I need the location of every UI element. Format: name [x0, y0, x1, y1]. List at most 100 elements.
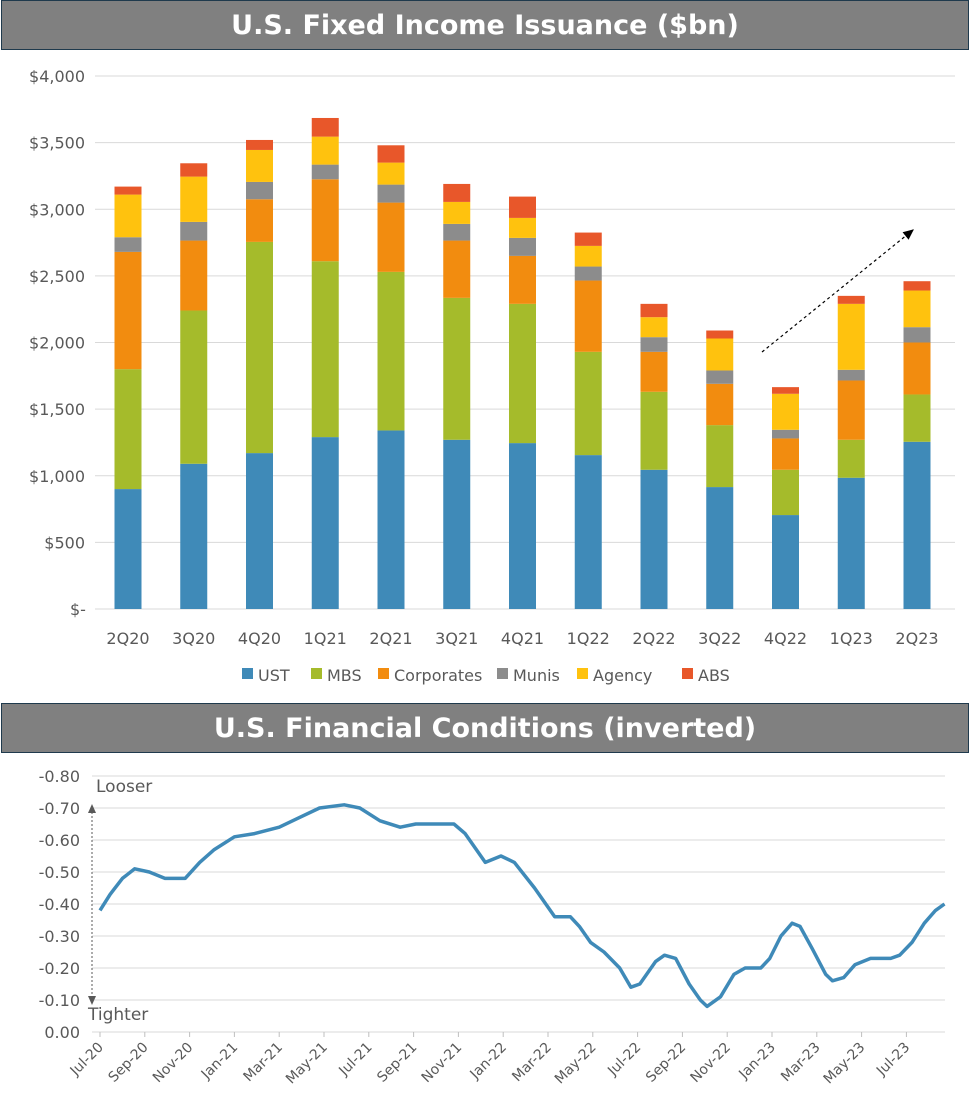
- x-tick-label: Jul-23: [873, 1040, 913, 1080]
- y-tick-label: $4,000: [29, 67, 85, 86]
- bar-corporates-1Q21: [311, 179, 339, 262]
- bar-mbs-4Q21: [509, 303, 536, 444]
- bar-ust-2Q23: [903, 441, 931, 609]
- x-tick-label: Sep-21: [374, 1040, 420, 1086]
- bar-munis-1Q23: [837, 369, 865, 381]
- bar-munis-4Q21: [509, 237, 536, 256]
- x-tick-label: Mar-22: [509, 1040, 555, 1086]
- financial-conditions-line-chart: 0.00 -0.10 -0.20 -0.30 -0.40 -0.50 -0.60 -0.70 -…: [39, 767, 946, 1088]
- bar-abs-3Q22: [706, 330, 734, 339]
- x-tick-label: Nov-22: [687, 1040, 734, 1087]
- up-arrow-icon: [88, 804, 96, 813]
- bar-mbs-2Q23: [903, 394, 931, 442]
- y-tick-label: $1,000: [29, 467, 85, 486]
- bar-ust-1Q23: [837, 477, 865, 609]
- bar-mbs-2Q20: [114, 369, 142, 490]
- x-tick-label: Jan-23: [735, 1040, 778, 1083]
- legend-swatch-corporates: [378, 668, 389, 679]
- bar-mbs-3Q21: [443, 297, 471, 440]
- bar-munis-2Q23: [903, 327, 931, 343]
- bar-abs-2Q23: [903, 281, 931, 291]
- x-tick-label: Nov-21: [419, 1040, 466, 1087]
- y-tick-label: 0.00: [44, 1023, 80, 1042]
- bar-mbs-4Q22: [772, 469, 799, 516]
- x-tick-label: May-22: [552, 1040, 600, 1088]
- bar-abs-4Q20: [246, 139, 273, 150]
- issuance-chart-title: U.S. Fixed Income Issuance ($bn): [1, 0, 969, 50]
- x-tick-label: Jul-20: [67, 1040, 107, 1080]
- legend-label-corporates: Corporates: [394, 666, 482, 685]
- financial-conditions-chart-title: U.S. Financial Conditions (inverted): [1, 703, 969, 753]
- y-tick-label: $-: [70, 600, 86, 619]
- bar-mbs-2Q22: [640, 391, 668, 470]
- bar-agency-2Q22: [640, 317, 668, 338]
- financial-conditions-line: [98, 803, 946, 1009]
- legend-swatch-ust: [242, 668, 253, 679]
- bar-abs-2Q22: [640, 303, 668, 318]
- x-tick-label: Mar-21: [240, 1040, 286, 1086]
- bar-abs-1Q21: [311, 117, 339, 137]
- trend-arrow: [761, 229, 914, 353]
- bar-munis-3Q21: [443, 223, 471, 241]
- bar-abs-3Q20: [180, 163, 208, 177]
- bar-agency-2Q20: [114, 194, 142, 238]
- bar-corporates-2Q23: [903, 342, 931, 395]
- x-tick-label: Jul-22: [604, 1040, 644, 1080]
- bar-corporates-3Q22: [706, 383, 734, 426]
- y-tick-label: -0.60: [39, 831, 80, 850]
- bar-mbs-3Q22: [706, 425, 734, 488]
- bar-abs-1Q22: [574, 232, 602, 246]
- bar-mbs-4Q20: [246, 241, 273, 454]
- x-tick-label: 1Q23: [830, 629, 873, 648]
- x-tick-label: 1Q22: [567, 629, 610, 648]
- x-tick-label: Jan-21: [198, 1040, 241, 1083]
- y-tick-label: $3,500: [29, 134, 85, 153]
- bar-munis-3Q22: [706, 370, 734, 384]
- legend-label-abs: ABS: [698, 666, 730, 685]
- legend-label-ust: UST: [258, 666, 290, 685]
- bar-munis-1Q22: [574, 266, 602, 281]
- y-tick-label: -0.30: [39, 927, 80, 946]
- y-tick-label: -0.40: [39, 895, 80, 914]
- bar-agency-2Q23: [903, 290, 931, 328]
- bar-ust-2Q21: [377, 430, 405, 609]
- bar-corporates-1Q23: [837, 380, 865, 440]
- bar-ust-3Q20: [180, 463, 208, 609]
- bar-abs-2Q21: [377, 145, 405, 163]
- y-tick-label: $500: [44, 533, 85, 552]
- x-tick-label: May-23: [821, 1040, 869, 1088]
- bar-abs-4Q21: [509, 196, 536, 218]
- bar-corporates-1Q22: [574, 280, 602, 352]
- bar-ust-1Q22: [574, 455, 602, 609]
- bar-munis-4Q20: [246, 181, 273, 200]
- legend-swatch-munis: [497, 668, 508, 679]
- tighter-annotation: Tighter: [87, 1005, 148, 1025]
- bar-ust-4Q22: [772, 515, 799, 609]
- y-tick-label: -0.80: [39, 767, 80, 786]
- y-tick-label: $2,500: [29, 267, 85, 286]
- bar-munis-2Q22: [640, 337, 668, 352]
- y-tick-label: $3,000: [29, 200, 85, 219]
- bar-munis-4Q22: [772, 429, 799, 439]
- x-tick-label: 2Q21: [369, 629, 412, 648]
- x-tick-label: May-21: [283, 1040, 331, 1088]
- x-tick-label: 2Q20: [106, 629, 149, 648]
- legend-label-mbs: MBS: [327, 666, 362, 685]
- legend-label-munis: Munis: [513, 666, 560, 685]
- x-tick-label: Jul-21: [335, 1040, 375, 1080]
- y-tick-label: -0.10: [39, 991, 80, 1010]
- bar-agency-1Q22: [574, 245, 602, 267]
- bar-corporates-2Q21: [377, 202, 405, 272]
- legend-swatch-mbs: [311, 668, 322, 679]
- bar-corporates-2Q22: [640, 351, 668, 392]
- bar-ust-2Q20: [114, 489, 142, 609]
- x-tick-label: 1Q21: [304, 629, 347, 648]
- bar-mbs-2Q21: [377, 271, 405, 431]
- x-tick-label: 3Q21: [435, 629, 478, 648]
- bar-munis-3Q20: [180, 221, 208, 241]
- x-tick-label: 2Q22: [632, 629, 675, 648]
- bar-abs-4Q22: [772, 387, 799, 394]
- x-tick-label: Sep-22: [643, 1040, 689, 1086]
- bar-corporates-2Q20: [114, 251, 142, 370]
- y-tick-label: -0.20: [39, 959, 80, 978]
